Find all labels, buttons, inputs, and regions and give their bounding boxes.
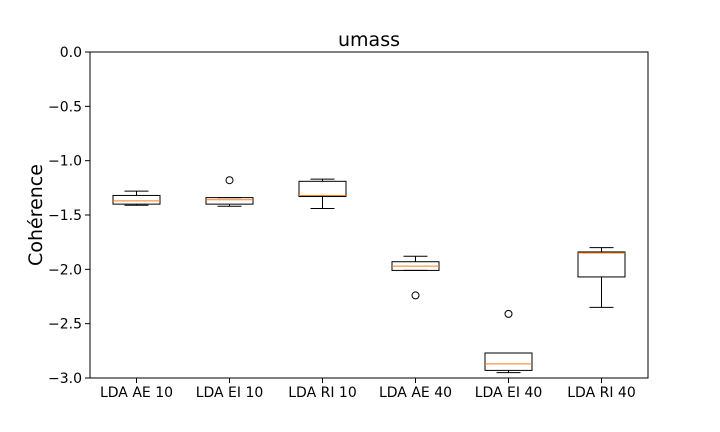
y-axis-label: Cohérence <box>25 164 47 266</box>
x-tick-label: LDA RI 10 <box>288 385 356 401</box>
box <box>205 197 254 205</box>
x-tick-label: LDA RI 40 <box>567 385 635 401</box>
x-tick-label: LDA EI 40 <box>475 385 543 401</box>
box <box>298 180 347 198</box>
y-tick-label: −2.5 <box>48 317 82 333</box>
outlier-point <box>411 291 420 300</box>
y-tick-label: 0.0 <box>60 45 82 61</box>
y-tick-label: −2.0 <box>48 262 82 278</box>
y-tick-label: −1.5 <box>48 208 82 224</box>
box <box>112 194 161 205</box>
box <box>577 251 626 278</box>
y-tick-label: −1.0 <box>48 154 82 170</box>
box <box>484 352 533 371</box>
y-tick-label: −3.0 <box>48 371 82 387</box>
axes-frame <box>89 51 649 379</box>
x-tick-label: LDA AE 40 <box>379 385 452 401</box>
plot-area: 0.0 −0.5 −1.0 −1.5 −2.0 −2.5 −3.0 LDA AE 10 LDA … <box>48 45 636 401</box>
chart-title: umass <box>338 29 400 51</box>
y-tick-label: −0.5 <box>48 99 82 115</box>
x-tick-label: LDA AE 10 <box>100 385 173 401</box>
outlier-point <box>504 309 513 318</box>
x-tick-label: LDA EI 10 <box>196 385 264 401</box>
outlier-point <box>225 176 234 185</box>
